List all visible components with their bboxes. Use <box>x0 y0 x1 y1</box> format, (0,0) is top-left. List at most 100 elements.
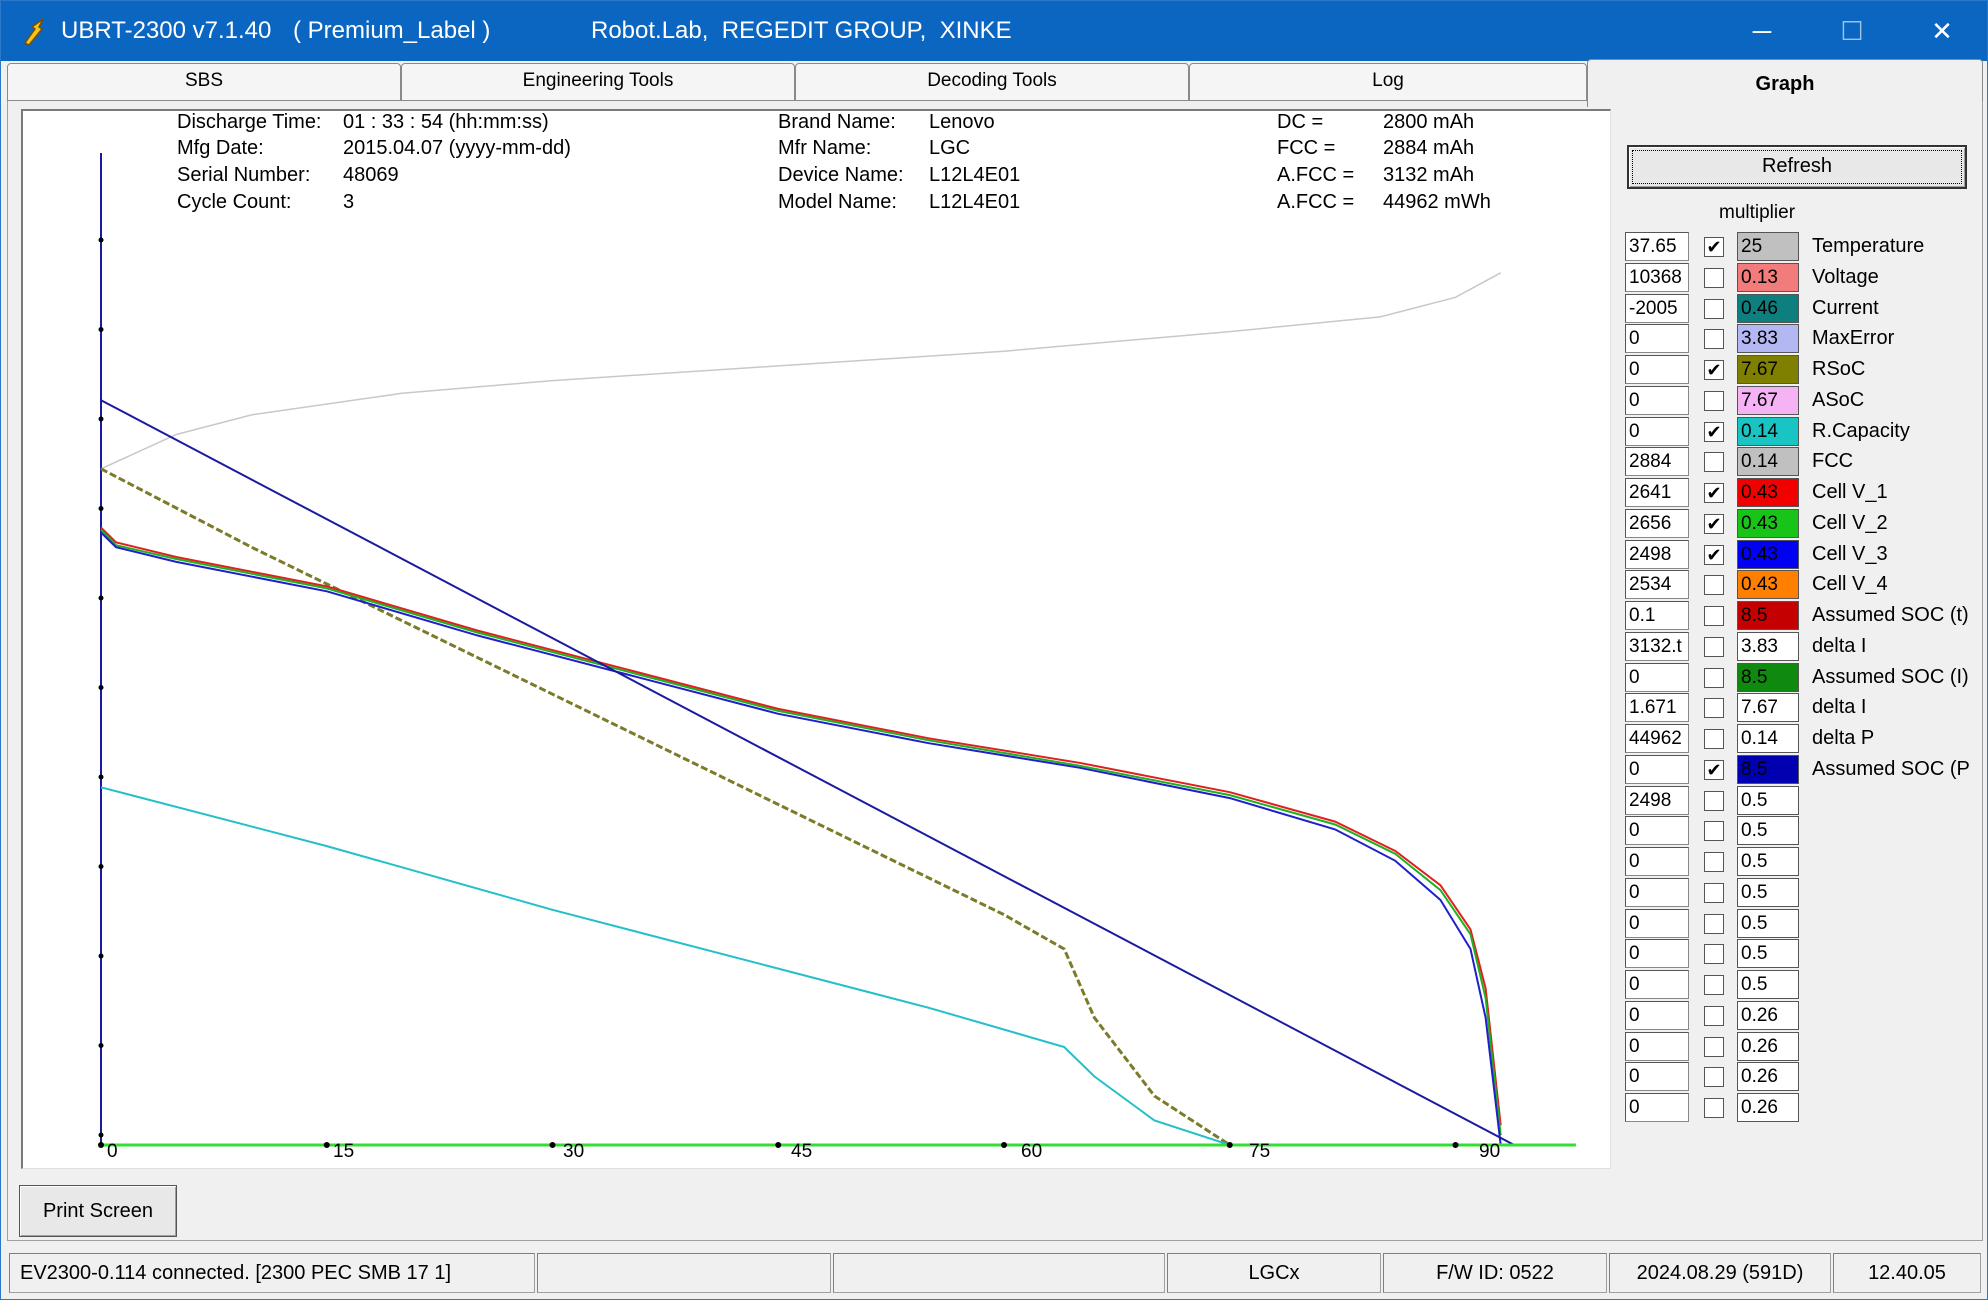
series-value-field[interactable]: 3132.t <box>1625 631 1689 661</box>
title-bar: UBRT-2300 v7.1.40 ( Premium_Label ) Robo… <box>1 1 1987 61</box>
tab-decoding-tools[interactable]: Decoding Tools <box>795 63 1189 101</box>
series-value-field[interactable]: 0 <box>1625 1062 1689 1092</box>
series-multiplier-field[interactable]: 0.13 <box>1737 262 1799 292</box>
status-connection: EV2300-0.114 connected. [2300 PEC SMB 17… <box>9 1253 535 1293</box>
series-multiplier-field[interactable]: 0.26 <box>1737 1031 1799 1061</box>
series-multiplier-field[interactable]: 0.5 <box>1737 908 1799 938</box>
series-value-field[interactable]: 0 <box>1625 662 1689 692</box>
series-multiplier-field[interactable]: 8.5 <box>1737 754 1799 784</box>
series-checkbox[interactable] <box>1704 667 1724 688</box>
series-multiplier-field[interactable]: 25 <box>1737 232 1799 261</box>
tab-graph[interactable]: Graph <box>1587 59 1983 107</box>
series-checkbox[interactable] <box>1704 636 1724 657</box>
series-multiplier-field[interactable]: 0.26 <box>1737 1062 1799 1092</box>
series-checkbox-checked[interactable]: ✔ <box>1704 513 1724 534</box>
series-multiplier-field[interactable]: 0.5 <box>1737 970 1799 999</box>
series-checkbox[interactable] <box>1704 267 1724 288</box>
series-checkbox[interactable] <box>1704 821 1724 842</box>
series-checkbox[interactable] <box>1704 575 1724 596</box>
series-checkbox-checked[interactable]: ✔ <box>1704 421 1724 442</box>
series-value-field[interactable]: 0.1 <box>1625 601 1689 630</box>
series-value-field[interactable]: 0 <box>1625 416 1689 446</box>
series-checkbox[interactable] <box>1704 882 1724 903</box>
series-value-field[interactable]: 10368 <box>1625 262 1689 292</box>
series-multiplier-field[interactable]: 0.43 <box>1737 570 1799 600</box>
minimize-button[interactable]: ─ <box>1717 1 1807 61</box>
series-checkbox-checked[interactable]: ✔ <box>1704 237 1724 257</box>
close-button[interactable]: ✕ <box>1897 1 1987 61</box>
series-checkbox[interactable] <box>1704 1067 1724 1088</box>
series-value-field[interactable]: 0 <box>1625 385 1689 415</box>
series-checkbox[interactable] <box>1704 452 1724 473</box>
series-checkbox[interactable] <box>1704 1098 1724 1118</box>
series-value-field[interactable]: 2641 <box>1625 478 1689 507</box>
series-checkbox-checked[interactable]: ✔ <box>1704 544 1724 565</box>
series-multiplier-field[interactable]: 0.46 <box>1737 293 1799 323</box>
series-value-field[interactable]: 0 <box>1625 816 1689 846</box>
series-value-field[interactable]: 2498 <box>1625 539 1689 569</box>
tab-sbs[interactable]: SBS <box>7 63 401 101</box>
series-multiplier-field[interactable]: 7.67 <box>1737 355 1799 384</box>
series-multiplier-field[interactable]: 0.43 <box>1737 508 1799 538</box>
series-multiplier-field[interactable]: 8.5 <box>1737 601 1799 630</box>
series-checkbox-checked[interactable]: ✔ <box>1704 759 1724 780</box>
series-multiplier-field[interactable]: 7.67 <box>1737 693 1799 723</box>
series-checkbox[interactable] <box>1704 1036 1724 1057</box>
series-multiplier-field[interactable]: 0.43 <box>1737 539 1799 569</box>
series-value-field[interactable]: 2884 <box>1625 447 1689 477</box>
series-value-field[interactable]: 0 <box>1625 908 1689 938</box>
series-multiplier-field[interactable]: 0.5 <box>1737 816 1799 846</box>
brand-name-value: Lenovo <box>929 111 995 133</box>
series-value-field[interactable]: 1.671 <box>1625 693 1689 723</box>
series-multiplier-field[interactable]: 0.14 <box>1737 447 1799 477</box>
series-value-field[interactable]: 2534 <box>1625 570 1689 600</box>
series-checkbox[interactable] <box>1704 298 1724 319</box>
series-checkbox[interactable] <box>1704 1005 1724 1026</box>
series-value-field[interactable]: 37.65 <box>1625 232 1689 261</box>
series-checkbox[interactable] <box>1704 698 1724 719</box>
series-multiplier-field[interactable]: 0.5 <box>1737 785 1799 815</box>
tab-engineering-tools[interactable]: Engineering Tools <box>401 63 795 101</box>
series-checkbox[interactable] <box>1704 606 1724 626</box>
series-value-field[interactable]: -2005 <box>1625 293 1689 323</box>
series-multiplier-field[interactable]: 0.5 <box>1737 877 1799 907</box>
series-checkbox[interactable] <box>1704 944 1724 965</box>
series-multiplier-field[interactable]: 0.26 <box>1737 1093 1799 1122</box>
series-checkbox-checked[interactable]: ✔ <box>1704 483 1724 503</box>
series-value-field[interactable]: 2656 <box>1625 508 1689 538</box>
series-multiplier-field[interactable]: 0.14 <box>1737 416 1799 446</box>
refresh-button[interactable]: Refresh <box>1627 145 1967 189</box>
series-value-field[interactable]: 0 <box>1625 939 1689 969</box>
series-checkbox[interactable] <box>1704 852 1724 872</box>
series-value-field[interactable]: 0 <box>1625 754 1689 784</box>
series-multiplier-field[interactable]: 3.83 <box>1737 324 1799 354</box>
series-multiplier-field[interactable]: 0.5 <box>1737 939 1799 969</box>
series-multiplier-field[interactable]: 7.67 <box>1737 385 1799 415</box>
series-multiplier-field[interactable]: 0.14 <box>1737 724 1799 753</box>
series-multiplier-field[interactable]: 8.5 <box>1737 662 1799 692</box>
maximize-button[interactable]: ☐ <box>1807 1 1897 61</box>
series-value-field[interactable]: 0 <box>1625 877 1689 907</box>
series-checkbox-checked[interactable]: ✔ <box>1704 360 1724 380</box>
series-multiplier-field[interactable]: 3.83 <box>1737 631 1799 661</box>
series-value-field[interactable]: 0 <box>1625 970 1689 999</box>
series-value-field[interactable]: 2498 <box>1625 785 1689 815</box>
series-value-field[interactable]: 0 <box>1625 847 1689 876</box>
series-value-field[interactable]: 0 <box>1625 324 1689 354</box>
series-value-field[interactable]: 0 <box>1625 355 1689 384</box>
series-value-field[interactable]: 0 <box>1625 1093 1689 1122</box>
series-checkbox[interactable] <box>1704 790 1724 811</box>
series-checkbox[interactable] <box>1704 329 1724 350</box>
series-multiplier-field[interactable]: 0.43 <box>1737 478 1799 507</box>
series-checkbox[interactable] <box>1704 390 1724 411</box>
series-value-field[interactable]: 0 <box>1625 1031 1689 1061</box>
series-checkbox[interactable] <box>1704 729 1724 749</box>
tab-log[interactable]: Log <box>1189 63 1587 101</box>
series-value-field[interactable]: 44962 <box>1625 724 1689 753</box>
series-multiplier-field[interactable]: 0.5 <box>1737 847 1799 876</box>
series-value-field[interactable]: 0 <box>1625 1000 1689 1030</box>
series-multiplier-field[interactable]: 0.26 <box>1737 1000 1799 1030</box>
series-checkbox[interactable] <box>1704 975 1724 995</box>
print-screen-button[interactable]: Print Screen <box>19 1185 177 1237</box>
series-checkbox[interactable] <box>1704 913 1724 934</box>
